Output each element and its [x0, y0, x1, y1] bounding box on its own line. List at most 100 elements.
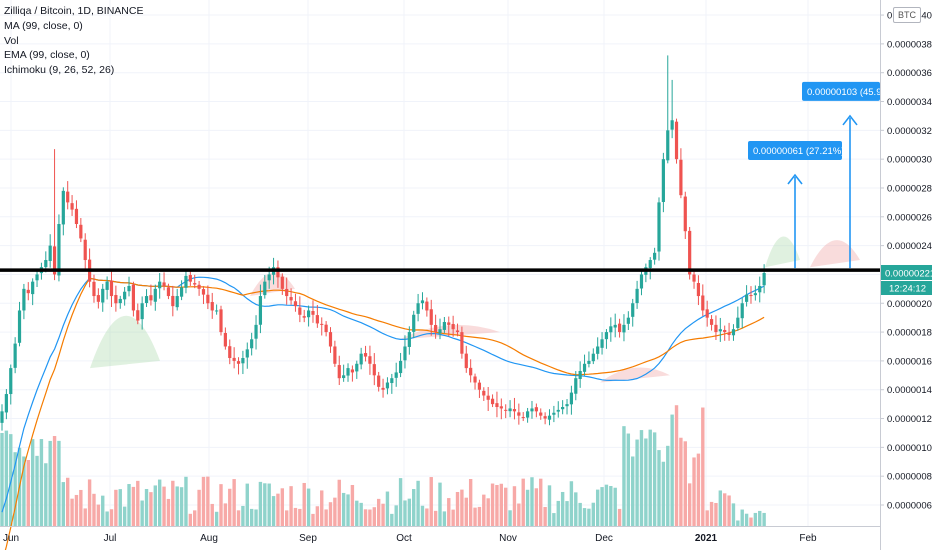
- volume-bar: [565, 501, 569, 526]
- candle-body: [13, 343, 17, 368]
- volume-bar: [696, 453, 701, 526]
- candle-body: [530, 408, 534, 412]
- cloud-segment: [400, 324, 500, 340]
- candle-body: [44, 260, 48, 268]
- currency-tag[interactable]: BTC: [893, 7, 921, 23]
- candle-body: [473, 376, 477, 383]
- volume-bar: [578, 502, 582, 526]
- candle-body: [70, 203, 74, 210]
- volume-bar: [635, 439, 639, 526]
- candle-body: [709, 319, 714, 325]
- volume-bar: [320, 490, 324, 526]
- candle-body: [153, 288, 157, 302]
- candle-body: [333, 346, 337, 364]
- volume-bar: [236, 510, 241, 526]
- candle-body: [455, 330, 460, 333]
- time-tick-label: Oct: [396, 533, 412, 544]
- volume-bar: [723, 493, 727, 526]
- volume-bar: [758, 510, 762, 526]
- volume-bar: [495, 484, 499, 526]
- volume-bar: [118, 489, 122, 526]
- volume-bar: [398, 478, 403, 526]
- indicator-ema[interactable]: EMA (99, close, 0): [4, 49, 90, 62]
- candle-body: [245, 349, 249, 358]
- volume-bar: [254, 509, 258, 526]
- volume-bar: [324, 509, 328, 526]
- candle-body: [539, 412, 543, 416]
- volume-bar: [587, 508, 591, 526]
- candle-body: [429, 309, 433, 325]
- volume-bar: [206, 476, 210, 526]
- candle-body: [307, 310, 311, 318]
- volume-bar: [468, 479, 473, 526]
- volume-bar: [683, 441, 687, 526]
- candle-body: [79, 224, 83, 239]
- annotations[interactable]: 0.00000061 (27.21%) 61 0.00000103 (45.97%…: [748, 81, 898, 269]
- indicator-vol[interactable]: Vol: [4, 34, 19, 47]
- volume-bar: [604, 484, 609, 526]
- candle-body: [368, 356, 372, 364]
- cloud-segment: [600, 367, 670, 383]
- symbol-title[interactable]: Zilliqa / Bitcoin, 1D, BINANCE: [4, 5, 144, 17]
- volume-bar: [753, 512, 758, 526]
- candle-body: [175, 296, 179, 308]
- candle-body: [9, 368, 13, 395]
- candle-body: [35, 274, 39, 281]
- measure-label-box[interactable]: [802, 81, 880, 101]
- candle-body: [508, 408, 512, 412]
- candle-body: [114, 295, 118, 304]
- candle-body: [236, 361, 241, 364]
- volume-bar: [420, 505, 425, 526]
- candle-body: [622, 324, 626, 333]
- indicator-ichimoku[interactable]: Ichimoku (9, 26, 52, 26): [4, 64, 115, 77]
- volume-bar: [521, 478, 525, 526]
- price-tick-label: 0.00000380: [887, 39, 932, 50]
- volume-bar: [35, 455, 39, 526]
- candle-body: [736, 317, 740, 328]
- volume-bar: [368, 509, 372, 526]
- candle-body: [241, 358, 245, 364]
- candle-body: [657, 202, 661, 252]
- volume-bar: [499, 483, 504, 526]
- candle-body: [324, 324, 328, 333]
- volume-bar: [539, 478, 543, 526]
- volume-bar: [525, 489, 530, 526]
- candle-body: [670, 120, 674, 130]
- volume-bar: [109, 509, 114, 526]
- candle-body: [31, 281, 35, 295]
- measure-label-box[interactable]: [748, 141, 842, 161]
- indicator-ma[interactable]: MA (99, close, 0): [4, 19, 83, 32]
- volume-bar: [184, 476, 188, 526]
- time-tick-label: Jul: [104, 533, 117, 544]
- candle-body: [451, 323, 455, 330]
- candle-body: [0, 411, 4, 423]
- volume-bar: [114, 489, 118, 526]
- countdown-tag: [881, 280, 932, 295]
- volume-bar: [416, 480, 420, 526]
- volume-bar: [249, 508, 254, 526]
- volume-bar: [609, 486, 613, 526]
- volume-bar: [552, 513, 556, 526]
- candle-body: [731, 329, 736, 336]
- candle-body: [526, 411, 530, 418]
- candle-body: [552, 412, 556, 415]
- candle-body: [201, 289, 206, 295]
- volume-bar: [30, 439, 35, 526]
- volume-bar: [534, 488, 539, 526]
- volume-bar: [622, 426, 626, 526]
- volume-bar: [44, 463, 48, 526]
- volume-bar: [162, 486, 166, 526]
- candle-body: [140, 303, 144, 320]
- volume-bar: [293, 507, 298, 526]
- volume-bar: [438, 482, 442, 526]
- chart-legend: Zilliqa / Bitcoin, 1D, BINANCE MA (99, c…: [4, 4, 143, 78]
- candle-body: [298, 307, 302, 315]
- volume-bar: [341, 492, 346, 526]
- measure-label: 0.00000103 (45.97%): [807, 87, 898, 98]
- volume-bar: [39, 439, 44, 526]
